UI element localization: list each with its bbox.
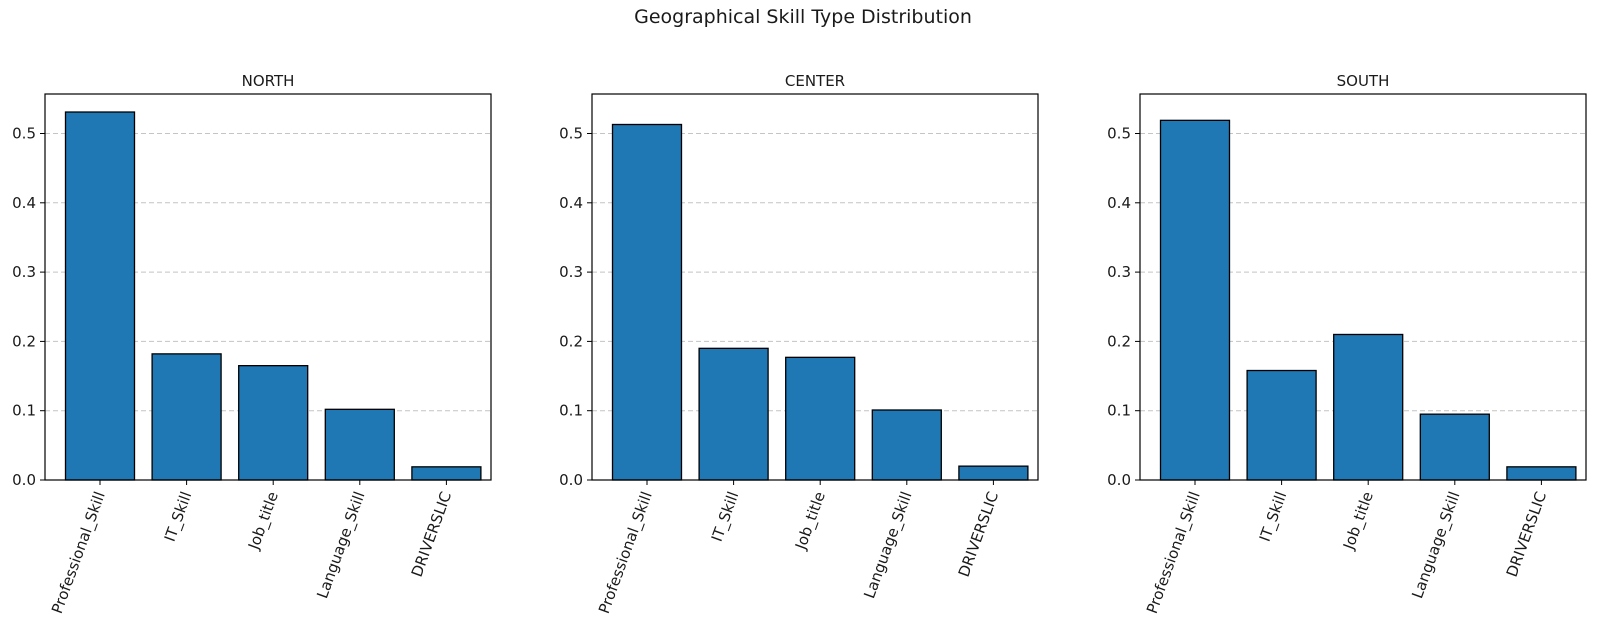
y-tick-label: 0.0 [559, 471, 583, 489]
x-tick-label: Language_Skill [860, 489, 916, 601]
y-tick-label: 0.1 [12, 402, 36, 420]
y-tick-label: 0.2 [559, 332, 583, 350]
x-tick-label: IT_Skill [708, 489, 744, 544]
x-tick-label: Professional_Skill [48, 489, 110, 616]
y-tick-label: 0.5 [559, 125, 583, 143]
y-tick-label: 0.1 [1107, 402, 1131, 420]
y-tick-label: 0.0 [1107, 471, 1131, 489]
x-tick-label: Job_title [791, 489, 830, 553]
x-tick-label: Language_Skill [313, 489, 369, 601]
y-tick-label: 0.3 [1107, 263, 1131, 281]
y-tick-label: 0.3 [559, 263, 583, 281]
bar-driverslic [958, 465, 1029, 481]
bar-job-title [238, 365, 309, 481]
x-tick-label: DRIVERSLIC [1503, 489, 1550, 579]
bar-professional-skill [611, 123, 683, 481]
x-tick-label: Job_title [1339, 489, 1378, 553]
bar-professional-skill [1159, 119, 1231, 481]
bar-driverslic [411, 466, 482, 481]
bar-it-skill [151, 353, 222, 481]
x-tick-label: DRIVERSLIC [408, 489, 455, 579]
bar-language-skill [324, 408, 395, 481]
x-tick-label: Professional_Skill [595, 489, 657, 616]
axes-frame [591, 93, 1039, 481]
y-tick-label: 0.5 [12, 125, 36, 143]
panel-title: NORTH [242, 72, 295, 90]
y-tick-label: 0.3 [12, 263, 36, 281]
axes-frame [1139, 93, 1587, 481]
y-tick-label: 0.5 [1107, 125, 1131, 143]
x-tick-label: Job_title [244, 489, 283, 553]
x-tick-label: IT_Skill [161, 489, 197, 544]
y-tick-label: 0.4 [559, 194, 583, 212]
y-tick-label: 0.2 [12, 332, 36, 350]
bar-it-skill [1246, 369, 1317, 481]
bar-job-title [1333, 333, 1404, 481]
y-tick-label: 0.4 [12, 194, 36, 212]
bar-job-title [785, 356, 856, 481]
panel-north: 0.0 0.1 0.2 0.3 0.4 0.5 Professional_Skill IT_S… [12, 72, 492, 616]
y-tick-label: 0.4 [1107, 194, 1131, 212]
panel-south: 0.0 0.1 0.2 0.3 0.4 0.5 Professional_Skill IT_S… [1107, 72, 1587, 616]
bar-it-skill [698, 347, 769, 481]
bar-driverslic [1506, 466, 1577, 481]
panel-title: SOUTH [1337, 72, 1390, 90]
x-tick-label: IT_Skill [1256, 489, 1292, 544]
chart-suptitle: Geographical Skill Type Distribution [634, 6, 972, 28]
y-tick-label: 0.1 [559, 402, 583, 420]
y-tick-label: 0.0 [12, 471, 36, 489]
x-tick-label: DRIVERSLIC [955, 489, 1002, 579]
panel-title: CENTER [785, 72, 845, 90]
panel-center: 0.0 0.1 0.2 0.3 0.4 0.5 Professional_Skill IT_S… [559, 72, 1039, 616]
x-tick-label: Professional_Skill [1143, 489, 1205, 616]
x-tick-label: Language_Skill [1408, 489, 1464, 601]
y-tick-label: 0.2 [1107, 332, 1131, 350]
axes-frame [44, 93, 492, 481]
bar-language-skill [871, 409, 942, 481]
bar-professional-skill [64, 111, 136, 481]
bar-language-skill [1419, 413, 1490, 481]
